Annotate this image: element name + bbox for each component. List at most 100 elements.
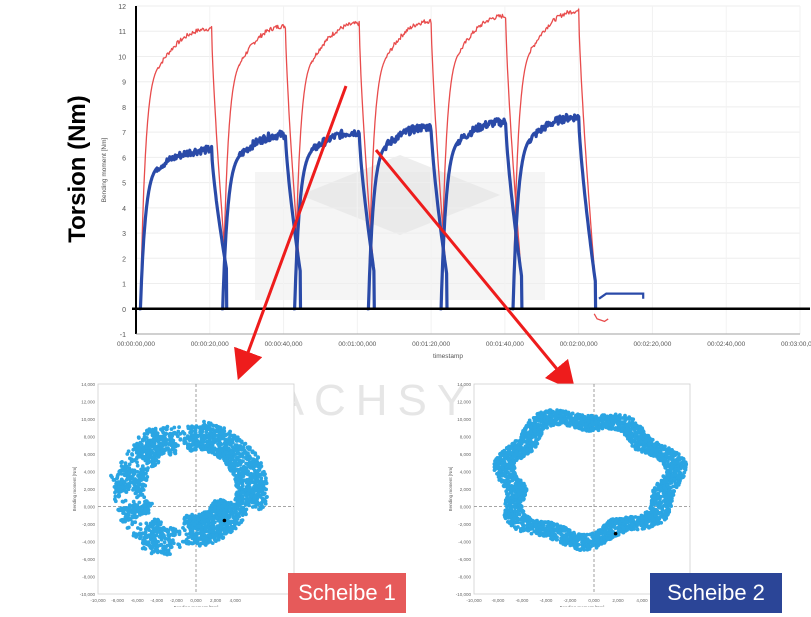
scatter-point [518, 497, 522, 501]
scatter-point [228, 530, 233, 535]
scatter-point [149, 448, 154, 453]
x-tick-label: 00:00:00,000 [117, 341, 155, 348]
scatter-point [203, 423, 207, 428]
scatter-point [566, 528, 571, 533]
scatter-point [229, 519, 234, 524]
x-tick-label: -10,000 [466, 598, 482, 603]
scatter-point [613, 521, 618, 526]
scatter-point [602, 527, 606, 531]
scatter-point [532, 429, 537, 434]
scatter-point [240, 459, 245, 464]
scatter-point [133, 503, 138, 508]
scatter-point [228, 525, 233, 530]
scatter-point [198, 536, 202, 541]
scatter-point [538, 528, 543, 532]
scatter-point [606, 420, 611, 424]
scatter-point [548, 408, 552, 413]
scatter-point [616, 532, 621, 537]
scatter-point [142, 435, 147, 440]
scatter-point [543, 413, 548, 418]
scatter-point [196, 524, 201, 529]
scatter-point [136, 506, 141, 510]
scatter-point [198, 513, 203, 518]
scatter-point [255, 479, 260, 483]
scatter-point [177, 529, 182, 534]
scatter-point [656, 518, 661, 523]
y-tick-label: 8 [122, 105, 126, 112]
x-tick-label: -6,000 [131, 598, 144, 603]
scatter-point [156, 460, 161, 465]
x-tick-label: 00:02:00,000 [560, 341, 598, 348]
scatter-point [169, 437, 174, 442]
scatter-point [262, 491, 267, 496]
scatter-point [579, 537, 584, 541]
scatter-point [673, 481, 678, 486]
scatter-point [527, 521, 532, 525]
scatter-point [228, 463, 233, 468]
scatter-point [246, 446, 251, 451]
scatter-point [190, 525, 195, 529]
scatter-point [140, 541, 145, 545]
scatter-point [127, 471, 131, 476]
scatter-point [169, 427, 174, 431]
scatter-point [657, 456, 661, 461]
scatter-point [199, 516, 203, 521]
scatter-point [521, 513, 526, 518]
scatter-point [547, 414, 552, 418]
scatter-point [653, 510, 658, 515]
scatter-point [232, 509, 237, 514]
scatter-point [122, 480, 127, 485]
current-position-marker [613, 531, 618, 536]
scatter-point [233, 448, 238, 453]
scatter-point [207, 539, 212, 544]
scatter-point [146, 510, 151, 515]
scatter-point [131, 458, 136, 463]
scatter-point [131, 486, 136, 491]
scatter-point [128, 505, 132, 509]
scatter-point [617, 414, 622, 418]
scatter-point [172, 425, 177, 430]
scatter-point [159, 537, 164, 542]
scatter-point [140, 492, 145, 497]
scatter-point [241, 451, 245, 456]
scatter-point [254, 501, 259, 506]
scatter-points [109, 419, 269, 557]
y-tick-label: 4,000 [460, 470, 472, 475]
scatter-point [156, 440, 161, 444]
scatter-point [161, 550, 166, 554]
scatter-point [186, 535, 191, 540]
scatter-point [651, 489, 656, 494]
scatter-point [226, 502, 230, 506]
scatter-point [160, 452, 164, 456]
scatter-point [243, 487, 247, 492]
scatter-point [120, 517, 125, 522]
scatter-point [171, 532, 176, 536]
scatter-point [157, 453, 161, 458]
scatter-point [110, 475, 114, 479]
scatter-point [225, 522, 230, 526]
scatter-point [146, 451, 151, 455]
x-tick-label: 0,000 [588, 598, 600, 603]
scatter-point [215, 454, 220, 458]
scatter-point [523, 487, 528, 492]
x-tick-label: -10,000 [90, 598, 106, 603]
scatter-point [125, 484, 129, 488]
scatter-point [654, 487, 659, 491]
scatter-point [189, 429, 194, 434]
y-tick-label: 8,000 [460, 435, 472, 440]
scatter-point [217, 512, 222, 517]
scatter-point [238, 479, 243, 484]
y-axis-label: Bending moment [Nm] [101, 137, 108, 202]
y-tick-label: 5 [122, 181, 126, 188]
y-tick-label: -6,000 [82, 557, 95, 562]
scatter-point [222, 458, 227, 463]
scatter-point [517, 512, 522, 517]
scatter-point [177, 532, 182, 537]
scatter-point [218, 441, 223, 446]
scatter-point [123, 516, 128, 521]
scatter-point [616, 428, 621, 432]
red-series-cycle-6 [511, 8, 597, 310]
scatter-point [125, 452, 130, 456]
scatter-point [222, 512, 226, 517]
scatter-point [595, 427, 600, 431]
